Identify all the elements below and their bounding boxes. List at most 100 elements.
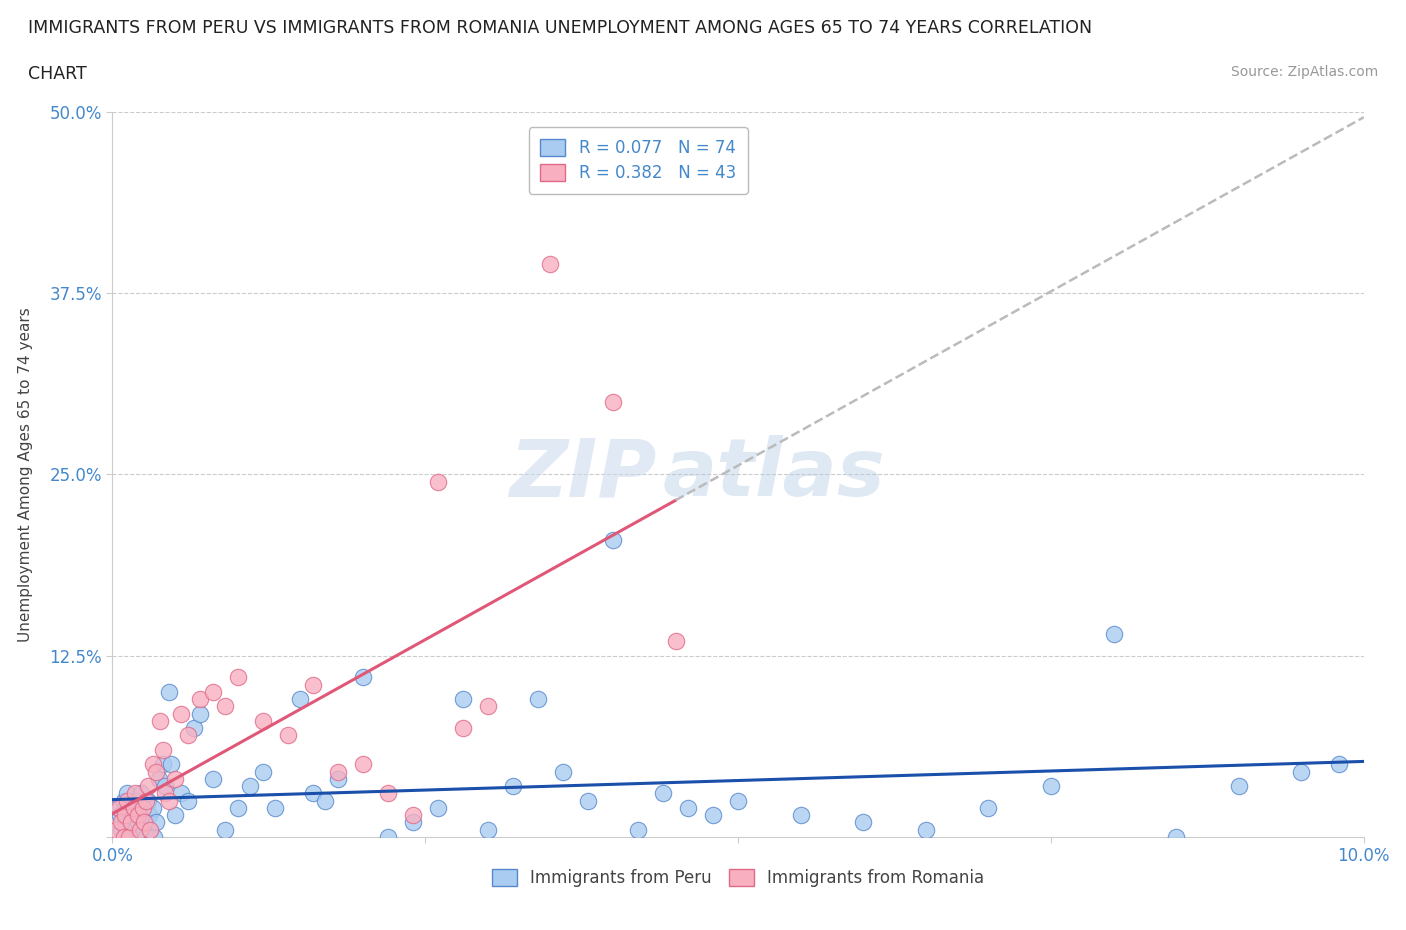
Point	[201, 772, 224, 787]
Point	[145, 764, 167, 779]
Point	[676, 801, 699, 816]
Point	[141, 801, 163, 816]
Point	[114, 808, 136, 823]
Point	[188, 706, 211, 721]
Point	[426, 474, 449, 489]
Point	[124, 786, 146, 801]
Point	[183, 721, 205, 736]
Point	[326, 772, 349, 787]
Point	[1291, 764, 1313, 779]
Point	[134, 815, 156, 830]
Point	[277, 728, 299, 743]
Point	[426, 801, 449, 816]
Point	[110, 815, 132, 830]
Legend: Immigrants from Peru, Immigrants from Romania: Immigrants from Peru, Immigrants from Ro…	[485, 862, 991, 894]
Point	[129, 808, 152, 823]
Point	[129, 822, 152, 837]
Point	[1164, 830, 1187, 844]
Point	[117, 786, 139, 801]
Point	[122, 801, 145, 816]
Point	[139, 822, 162, 837]
Point	[135, 830, 157, 844]
Point	[451, 721, 474, 736]
Point	[527, 692, 550, 707]
Point	[352, 670, 374, 684]
Point	[252, 764, 274, 779]
Point	[377, 830, 399, 844]
Point	[301, 677, 323, 692]
Point	[135, 793, 157, 808]
Point	[157, 684, 180, 699]
Point	[402, 808, 425, 823]
Point	[141, 757, 163, 772]
Point	[602, 394, 624, 409]
Point	[226, 670, 249, 684]
Text: ZIP: ZIP	[509, 435, 657, 513]
Point	[127, 808, 149, 823]
Point	[107, 801, 129, 816]
Point	[1039, 778, 1063, 793]
Point	[502, 778, 524, 793]
Point	[576, 793, 599, 808]
Point	[114, 815, 136, 830]
Point	[149, 713, 172, 728]
Point	[145, 815, 167, 830]
Point	[226, 801, 249, 816]
Point	[290, 692, 312, 707]
Point	[118, 801, 141, 816]
Point	[122, 801, 145, 816]
Point	[170, 706, 193, 721]
Point	[139, 822, 162, 837]
Point	[136, 793, 159, 808]
Point	[153, 778, 176, 793]
Point	[108, 808, 131, 823]
Point	[1327, 757, 1350, 772]
Point	[131, 801, 153, 816]
Point	[163, 808, 186, 823]
Text: CHART: CHART	[28, 65, 87, 83]
Point	[451, 692, 474, 707]
Point	[214, 822, 236, 837]
Point	[124, 822, 146, 837]
Point	[112, 793, 135, 808]
Point	[702, 808, 724, 823]
Point	[790, 808, 813, 823]
Point	[118, 815, 141, 830]
Point	[402, 815, 425, 830]
Point	[664, 633, 686, 648]
Text: Source: ZipAtlas.com: Source: ZipAtlas.com	[1230, 65, 1378, 79]
Point	[477, 822, 499, 837]
Text: atlas: atlas	[664, 435, 886, 513]
Point	[117, 793, 139, 808]
Point	[138, 808, 160, 823]
Point	[176, 793, 198, 808]
Point	[129, 786, 152, 801]
Point	[121, 808, 143, 823]
Point	[314, 793, 336, 808]
Point	[214, 699, 236, 714]
Point	[915, 822, 938, 837]
Point	[131, 801, 153, 816]
Point	[128, 830, 150, 844]
Point	[136, 778, 159, 793]
Point	[477, 699, 499, 714]
Point	[326, 764, 349, 779]
Point	[152, 742, 174, 757]
Point	[127, 815, 149, 830]
Point	[852, 815, 875, 830]
Point	[377, 786, 399, 801]
Point	[239, 778, 262, 793]
Point	[153, 786, 176, 801]
Point	[110, 822, 132, 837]
Point	[538, 257, 561, 272]
Point	[163, 772, 186, 787]
Point	[142, 830, 165, 844]
Point	[627, 822, 650, 837]
Point	[352, 757, 374, 772]
Point	[152, 757, 174, 772]
Point	[120, 815, 142, 830]
Point	[132, 815, 155, 830]
Point	[188, 692, 211, 707]
Point	[132, 822, 155, 837]
Point	[105, 822, 128, 837]
